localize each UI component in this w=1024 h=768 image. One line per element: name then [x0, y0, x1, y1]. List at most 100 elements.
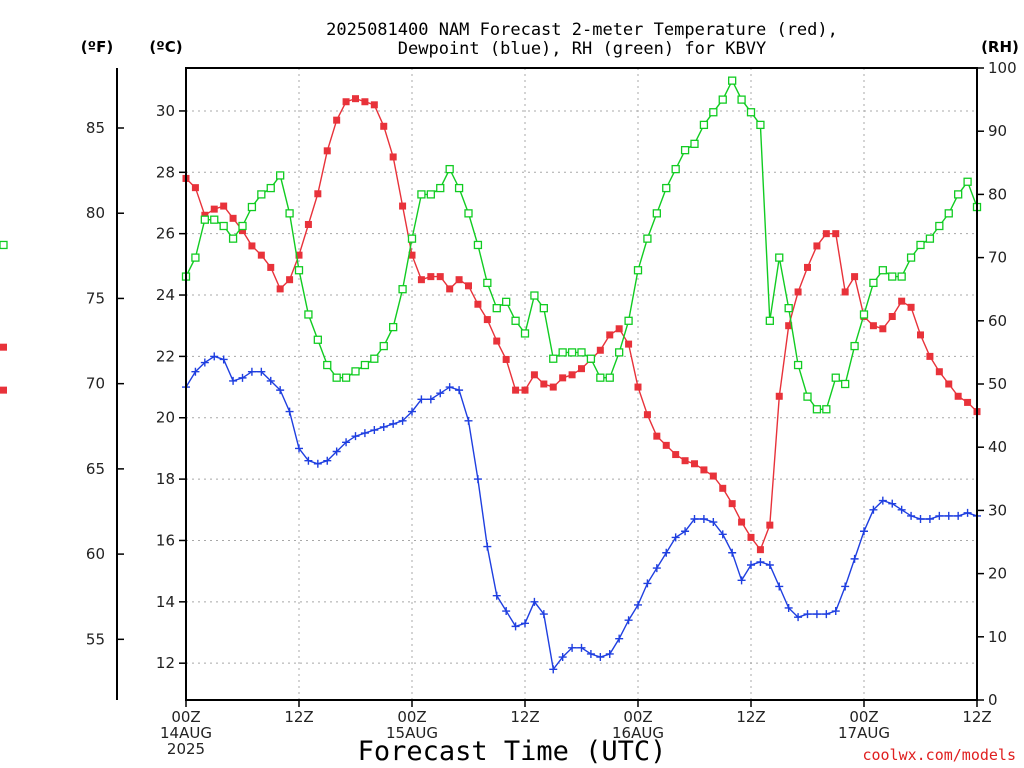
data-point — [229, 214, 237, 222]
chart-title-line-1: 2025081400 NAM Forecast 2-meter Temperat… — [326, 20, 838, 40]
data-point — [586, 354, 596, 363]
data-point — [219, 221, 228, 231]
x-tick-label: 00Z — [397, 708, 426, 726]
x-tick-label: 12Z — [962, 708, 991, 726]
data-point — [201, 211, 209, 219]
rh-unit-label: (RH) — [981, 38, 1019, 56]
data-point — [464, 416, 473, 425]
fahrenheit-tick-label: 65 — [86, 460, 105, 478]
data-point — [596, 373, 605, 382]
data-point — [352, 95, 359, 103]
data-point — [473, 240, 483, 250]
data-point — [869, 505, 878, 514]
data-point — [266, 183, 275, 193]
data-point — [313, 459, 322, 468]
data-point — [596, 346, 604, 354]
data-point — [408, 251, 416, 259]
data-point — [605, 373, 614, 382]
rh-tick-label: 10 — [988, 628, 1007, 646]
data-point — [907, 511, 916, 520]
data-point — [577, 348, 586, 357]
data-point — [539, 304, 548, 313]
x-tick-label: 14AUG — [160, 724, 212, 742]
data-point — [539, 610, 548, 619]
data-point — [360, 429, 369, 438]
celsius-tick-label: 28 — [156, 163, 175, 181]
data-point — [267, 263, 275, 271]
data-point — [944, 209, 953, 218]
data-point — [379, 341, 388, 351]
data-point — [239, 227, 246, 235]
data-point — [738, 518, 746, 526]
data-point — [191, 253, 200, 262]
data-point — [624, 616, 633, 625]
fahrenheit-tick-label: 80 — [86, 204, 105, 222]
data-point — [633, 266, 643, 275]
source-credit: coolwx.com/models — [862, 746, 1016, 764]
data-point — [803, 610, 812, 619]
data-point — [210, 352, 219, 361]
data-point — [454, 183, 464, 193]
data-point — [747, 533, 755, 541]
data-point — [841, 582, 850, 591]
data-point — [794, 613, 803, 622]
data-point — [473, 475, 482, 484]
data-point — [286, 276, 294, 284]
data-point — [822, 405, 831, 414]
data-point — [935, 368, 943, 376]
data-point — [624, 316, 633, 325]
data-point — [370, 354, 379, 363]
data-point — [276, 386, 285, 395]
data-point — [653, 432, 661, 440]
data-point — [464, 209, 473, 218]
data-point — [963, 508, 972, 517]
data-point — [238, 221, 247, 231]
x-tick-label: 12Z — [510, 708, 539, 726]
data-point — [832, 230, 840, 238]
data-point — [285, 407, 294, 416]
data-point — [728, 76, 737, 85]
data-point — [210, 205, 218, 213]
data-point — [917, 331, 924, 339]
data-point — [850, 341, 859, 351]
data-point — [916, 240, 925, 250]
data-point — [436, 273, 444, 281]
celsius-tick-label: 16 — [156, 531, 175, 549]
data-point — [652, 564, 661, 573]
data-point — [304, 220, 312, 228]
data-point — [850, 554, 859, 563]
rh-tick-label: 20 — [988, 565, 1007, 583]
data-point — [426, 190, 435, 199]
x-tick-label: 12Z — [736, 708, 765, 726]
data-point — [332, 447, 341, 456]
data-point — [916, 514, 925, 523]
data-point — [615, 634, 624, 643]
data-point — [860, 527, 868, 536]
x-tick-label: 00Z — [171, 708, 200, 726]
data-point — [662, 441, 670, 449]
data-point — [812, 405, 822, 414]
data-point — [341, 373, 351, 382]
data-point — [822, 230, 830, 238]
fahrenheit-tick-label: 85 — [86, 119, 105, 137]
data-point — [502, 607, 511, 616]
data-point — [756, 557, 765, 566]
data-point — [398, 416, 407, 425]
data-point — [935, 221, 944, 231]
data-point — [812, 610, 821, 619]
data-point — [446, 285, 454, 293]
rh-tick-label: 70 — [988, 249, 1007, 267]
data-point — [578, 365, 585, 373]
celsius-tick-label: 24 — [156, 286, 175, 304]
data-point — [728, 548, 737, 557]
data-point — [379, 422, 388, 431]
data-point — [417, 395, 426, 404]
data-point — [530, 597, 539, 606]
data-point — [398, 285, 407, 294]
data-point — [465, 282, 472, 290]
data-point — [370, 101, 378, 109]
data-point — [625, 340, 633, 348]
data-point — [342, 438, 351, 447]
data-point — [691, 460, 698, 468]
data-point — [775, 392, 783, 400]
